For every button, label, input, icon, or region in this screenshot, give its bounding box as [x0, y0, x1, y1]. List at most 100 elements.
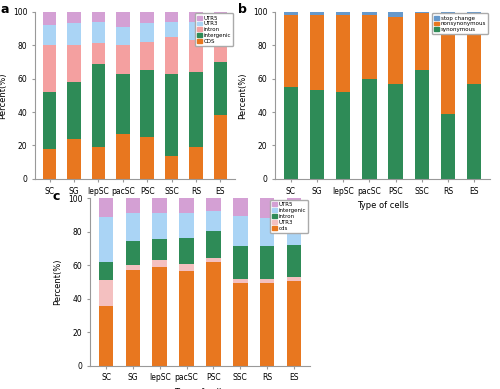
Bar [336, 15, 350, 92]
Bar [126, 270, 140, 366]
Bar [414, 70, 429, 179]
Bar [467, 84, 481, 179]
X-axis label: Type of cells: Type of cells [109, 201, 161, 210]
Bar [233, 283, 248, 366]
Bar [98, 261, 114, 280]
Legend: stop change, nonsynonymous, synonymous: stop change, nonsynonymous, synonymous [432, 13, 488, 35]
Bar [68, 45, 80, 82]
Bar [310, 12, 324, 15]
Bar [233, 247, 248, 279]
Bar [260, 247, 274, 279]
Y-axis label: Percent(%): Percent(%) [238, 72, 248, 119]
Bar [286, 281, 302, 366]
Bar [467, 15, 481, 84]
Bar [126, 213, 140, 241]
Bar [233, 216, 248, 247]
Bar [140, 12, 154, 23]
Bar [43, 45, 57, 92]
Bar [190, 22, 202, 40]
Bar [126, 265, 140, 270]
Bar [233, 198, 248, 216]
Bar [388, 17, 403, 84]
Bar [179, 213, 194, 238]
Bar [260, 198, 274, 217]
Bar [414, 13, 429, 70]
Bar [116, 74, 130, 134]
Bar [206, 198, 221, 211]
Legend: UTR5, UTR3, intron, intergenic, CDS: UTR5, UTR3, intron, intergenic, CDS [194, 13, 234, 46]
Bar [214, 25, 227, 40]
Bar [206, 231, 221, 258]
Bar [214, 62, 227, 116]
Bar [43, 149, 57, 179]
Bar [286, 245, 302, 277]
Bar [214, 40, 227, 62]
Bar [388, 84, 403, 179]
Bar [467, 12, 481, 15]
Bar [362, 12, 376, 15]
Bar [286, 277, 302, 281]
Legend: UTR5, intergenic, intron, UTR3, cds: UTR5, intergenic, intron, UTR3, cds [270, 200, 308, 233]
Bar [116, 134, 130, 179]
Bar [126, 198, 140, 213]
Bar [92, 147, 105, 179]
Bar [388, 12, 403, 17]
Text: c: c [52, 190, 60, 203]
Bar [165, 12, 178, 22]
Bar [152, 267, 167, 366]
Bar [214, 12, 227, 25]
Bar [116, 45, 130, 74]
Bar [233, 279, 248, 283]
Bar [92, 12, 105, 22]
Bar [126, 241, 140, 265]
Bar [362, 79, 376, 179]
Bar [68, 82, 80, 139]
Bar [68, 139, 80, 179]
Bar [206, 211, 221, 231]
Bar [68, 12, 80, 23]
Bar [179, 198, 194, 213]
Bar [336, 12, 350, 15]
Bar [284, 15, 298, 87]
Bar [98, 306, 114, 366]
Y-axis label: Percent(%): Percent(%) [54, 259, 62, 305]
Bar [92, 44, 105, 63]
Bar [206, 258, 221, 262]
Bar [98, 280, 114, 306]
Bar [441, 114, 456, 179]
Bar [152, 198, 167, 213]
Bar [284, 87, 298, 179]
Bar [165, 37, 178, 74]
Bar [441, 12, 456, 15]
X-axis label: Type of cells: Type of cells [174, 388, 226, 389]
Bar [92, 63, 105, 147]
Y-axis label: Percent(%): Percent(%) [0, 72, 8, 119]
Bar [260, 217, 274, 247]
Bar [286, 198, 302, 217]
Bar [179, 271, 194, 366]
Bar [260, 279, 274, 283]
Bar [43, 92, 57, 149]
Bar [116, 12, 130, 27]
Bar [206, 262, 221, 366]
Bar [116, 27, 130, 45]
Bar [98, 198, 114, 217]
Bar [284, 12, 298, 15]
Bar [260, 283, 274, 366]
Bar [68, 23, 80, 45]
Bar [152, 260, 167, 267]
Bar [98, 217, 114, 261]
Bar [336, 92, 350, 179]
Bar [152, 213, 167, 239]
Bar [179, 264, 194, 271]
Text: a: a [1, 4, 10, 16]
Bar [140, 23, 154, 42]
Bar [190, 12, 202, 22]
Bar [190, 72, 202, 147]
Bar [140, 42, 154, 70]
Bar [310, 90, 324, 179]
Bar [140, 70, 154, 137]
Bar [165, 156, 178, 179]
Bar [414, 12, 429, 13]
Bar [165, 74, 178, 156]
